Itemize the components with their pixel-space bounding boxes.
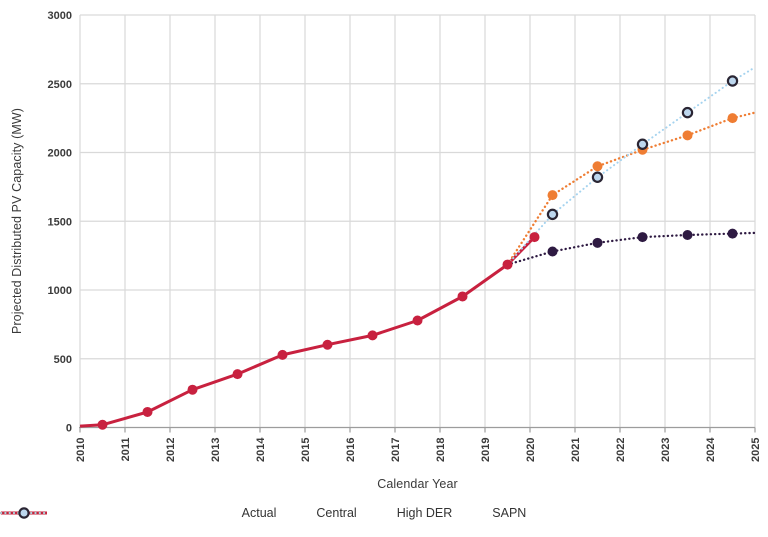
data-point-sapn <box>681 106 694 119</box>
series-line-actual <box>79 236 536 428</box>
x-tick-label: 2017 <box>390 438 402 462</box>
data-point-sapn <box>726 75 739 87</box>
data-point-actual <box>97 419 108 430</box>
x-tick-label: 2018 <box>435 438 447 462</box>
data-point-sapn <box>546 208 559 221</box>
legend-label: Central <box>316 506 357 520</box>
y-tick-label: 1500 <box>48 216 72 228</box>
data-point-actual <box>529 232 540 243</box>
legend-item-high-der: High DER <box>0 506 453 520</box>
data-point-central <box>637 232 648 243</box>
x-tick-label: 2024 <box>705 437 717 462</box>
data-point-sapn <box>636 138 649 150</box>
x-tick-label: 2012 <box>165 438 177 462</box>
legend-label: SAPN <box>492 506 527 520</box>
data-point-actual <box>187 384 198 395</box>
data-point-sapn <box>591 171 604 183</box>
data-point-actual <box>367 330 378 341</box>
legend: Actual Central High DER SAPN <box>0 506 768 520</box>
y-axis-title: Projected Distributed PV Capacity (MW) <box>10 107 24 335</box>
y-tick-label: 2000 <box>48 148 72 160</box>
y-tick-label: 3000 <box>48 10 72 22</box>
x-tick-label: 2019 <box>480 438 492 462</box>
series-line-central <box>506 231 757 266</box>
x-tick-label: 2025 <box>750 438 762 462</box>
legend-label: High DER <box>396 506 453 520</box>
data-point-central <box>727 228 738 239</box>
legend-marker-sapn <box>0 507 48 519</box>
data-point-central <box>547 246 558 257</box>
y-tick-label: 0 <box>66 423 72 435</box>
x-tick-label: 2014 <box>255 437 267 462</box>
data-point-actual <box>277 349 288 360</box>
x-tick-label: 2023 <box>660 438 672 462</box>
data-point-high-der <box>727 113 738 124</box>
y-tick-label: 2500 <box>48 79 72 91</box>
x-axis-title: Calendar Year <box>377 477 458 491</box>
y-tick-label: 1000 <box>48 285 72 297</box>
series-line-high-der <box>506 111 757 266</box>
data-point-actual <box>322 339 333 350</box>
x-tick-label: 2022 <box>615 438 627 462</box>
data-point-actual <box>502 259 513 270</box>
data-point-actual <box>142 406 153 417</box>
x-tick-label: 2015 <box>300 438 312 462</box>
data-point-central <box>682 230 693 240</box>
data-point-high-der <box>682 130 693 141</box>
x-tick-label: 2021 <box>570 438 582 462</box>
x-tick-label: 2010 <box>75 438 87 462</box>
x-tick-label: 2020 <box>525 438 537 462</box>
data-point-actual <box>232 369 243 380</box>
x-tick-label: 2013 <box>210 438 222 462</box>
data-point-high-der <box>547 190 558 201</box>
data-point-actual <box>412 315 423 326</box>
x-tick-label: 2016 <box>345 438 357 462</box>
legend-item-actual: Actual <box>1 506 277 520</box>
x-tick-label: 2011 <box>120 438 132 462</box>
legend-item-central: Central <box>0 506 357 520</box>
data-point-central <box>592 237 603 248</box>
legend-item-sapn: SAPN <box>0 506 527 520</box>
data-point-high-der <box>592 161 603 172</box>
y-tick-label: 500 <box>54 354 72 366</box>
series-line-sapn <box>506 66 756 266</box>
legend-label: Actual <box>241 506 277 520</box>
data-point-actual <box>457 291 468 302</box>
